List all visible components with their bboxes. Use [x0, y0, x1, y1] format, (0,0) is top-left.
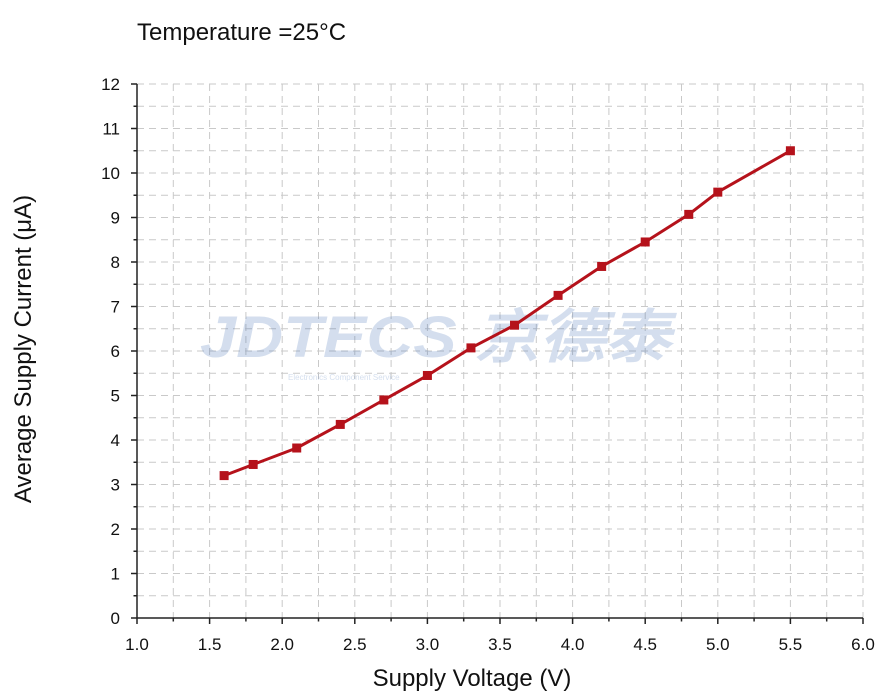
series	[219, 146, 795, 481]
data-point-marker	[248, 459, 258, 469]
x-tick-label: 2.0	[270, 635, 294, 654]
x-axis-ticks: 1.0 1.5 2.0 2.5 3.0 3.5 4.0 4.5 5.0 5.5 6.0	[125, 618, 875, 654]
series-line	[223, 149, 792, 478]
x-tick-label: 3.5	[488, 635, 512, 654]
data-point-marker	[553, 290, 563, 300]
data-point-marker	[597, 261, 607, 271]
data-point-marker	[640, 237, 650, 247]
y-tick-label: 8	[111, 253, 120, 272]
data-point-marker	[292, 443, 302, 453]
data-point-marker	[219, 471, 229, 481]
y-tick-label: 3	[111, 476, 120, 495]
x-tick-label: 1.5	[198, 635, 222, 654]
data-point-marker	[510, 320, 520, 330]
data-point-marker	[785, 146, 795, 156]
grid	[137, 83, 864, 618]
chart-title: Temperature =25°C	[137, 19, 346, 46]
data-point-marker	[422, 370, 432, 380]
data-point-marker	[466, 343, 476, 353]
y-axis-label: Average Supply Current (μA)	[10, 195, 37, 503]
x-tick-label: 4.0	[561, 635, 585, 654]
data-point-marker	[335, 419, 345, 429]
y-tick-label: 2	[111, 520, 120, 539]
data-point-marker	[713, 187, 723, 197]
y-tick-label: 5	[111, 387, 120, 406]
x-tick-label: 6.0	[851, 635, 875, 654]
watermark-logo-text: JDTECS 京德泰	[200, 305, 678, 370]
y-tick-label: 0	[111, 609, 120, 628]
y-tick-label: 1	[111, 565, 120, 584]
y-tick-label: 10	[101, 164, 120, 183]
x-tick-label: 2.5	[343, 635, 367, 654]
x-tick-label: 5.0	[706, 635, 730, 654]
y-tick-label: 9	[111, 209, 120, 228]
y-tick-label: 7	[111, 298, 120, 317]
y-tick-label: 12	[101, 75, 120, 94]
x-tick-label: 5.5	[779, 635, 803, 654]
y-tick-label: 4	[111, 431, 120, 450]
x-tick-label: 4.5	[633, 635, 657, 654]
x-tick-label: 1.0	[125, 635, 149, 654]
data-point-marker	[379, 395, 389, 405]
x-tick-label: 3.0	[416, 635, 440, 654]
x-axis-label: Supply Voltage (V)	[373, 665, 572, 692]
data-point-marker	[684, 209, 694, 219]
y-tick-label: 11	[102, 120, 120, 139]
y-tick-label: 6	[111, 342, 120, 361]
watermark-tagline: Electronics Component Service	[288, 373, 400, 382]
watermark-logo: JDTECS 京德泰 Electronics Component Service	[200, 305, 678, 382]
